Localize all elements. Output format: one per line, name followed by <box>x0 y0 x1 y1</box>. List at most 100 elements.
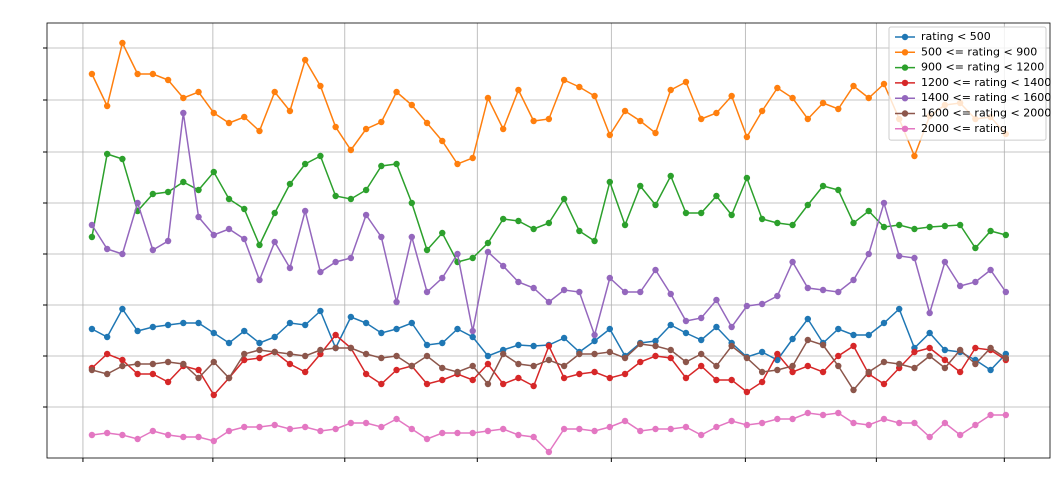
marker <box>987 344 994 352</box>
marker <box>256 241 263 249</box>
marker <box>164 358 172 366</box>
marker <box>195 366 202 374</box>
marker <box>88 221 96 229</box>
marker <box>408 101 415 109</box>
marker <box>545 342 553 350</box>
marker <box>469 327 476 335</box>
marker <box>637 358 644 366</box>
marker <box>393 160 400 168</box>
marker <box>819 341 827 349</box>
marker <box>347 254 355 262</box>
marker <box>119 250 126 258</box>
marker <box>454 325 461 333</box>
marker <box>469 376 476 384</box>
marker <box>210 168 217 176</box>
marker <box>926 329 933 337</box>
marker <box>591 331 598 339</box>
marker <box>256 346 263 354</box>
marker <box>850 82 857 90</box>
marker <box>225 119 233 127</box>
marker <box>378 354 385 362</box>
marker <box>362 350 370 358</box>
marker <box>286 319 294 327</box>
legend-label: 1400 <= rating < 1600 <box>921 91 1051 104</box>
marker <box>682 78 690 86</box>
legend-marker <box>901 79 909 87</box>
marker <box>332 123 339 131</box>
marker <box>301 321 309 329</box>
marker <box>195 186 202 194</box>
marker <box>515 360 522 368</box>
marker <box>271 209 278 217</box>
marker <box>530 342 537 350</box>
marker <box>591 237 598 245</box>
marker <box>195 88 202 96</box>
marker <box>301 368 309 376</box>
marker <box>378 162 385 170</box>
marker <box>758 368 766 376</box>
marker <box>515 86 522 94</box>
marker <box>423 435 431 443</box>
marker <box>317 268 324 276</box>
marker <box>835 409 842 417</box>
marker <box>804 409 812 417</box>
marker <box>241 235 248 243</box>
marker <box>926 352 933 360</box>
marker <box>682 374 690 382</box>
marker <box>911 364 918 372</box>
marker <box>241 205 248 213</box>
marker <box>332 344 339 352</box>
marker <box>301 352 309 360</box>
marker <box>499 262 507 270</box>
marker <box>865 368 872 376</box>
marker <box>317 307 324 315</box>
marker <box>743 388 751 396</box>
marker <box>560 425 568 433</box>
marker <box>896 221 903 229</box>
marker <box>865 331 872 339</box>
marker <box>911 225 918 233</box>
marker <box>926 433 933 441</box>
marker <box>652 201 659 209</box>
marker <box>804 201 812 209</box>
marker <box>119 362 126 370</box>
marker <box>210 231 217 239</box>
marker <box>423 288 431 296</box>
marker <box>789 221 796 229</box>
marker <box>515 217 522 225</box>
marker <box>301 207 309 215</box>
marker <box>393 352 400 360</box>
marker <box>606 274 614 282</box>
marker <box>515 374 522 382</box>
marker <box>880 199 888 207</box>
marker <box>484 360 492 368</box>
marker <box>865 421 872 429</box>
marker <box>576 350 583 358</box>
legend-label: 500 <= rating < 900 <box>921 45 1037 58</box>
marker <box>865 94 872 102</box>
marker <box>347 146 355 154</box>
marker <box>880 319 888 327</box>
marker <box>103 370 111 378</box>
marker <box>439 137 446 145</box>
marker <box>499 380 507 388</box>
marker <box>880 380 888 388</box>
marker <box>484 239 492 247</box>
marker <box>393 366 400 374</box>
marker <box>210 437 217 445</box>
marker <box>103 245 111 253</box>
marker <box>956 282 964 290</box>
marker <box>697 350 705 358</box>
marker <box>484 380 492 388</box>
marker <box>850 342 857 350</box>
marker <box>804 284 812 292</box>
marker <box>530 284 537 292</box>
marker <box>88 325 96 333</box>
marker <box>713 362 720 370</box>
marker <box>652 342 659 350</box>
marker <box>317 82 324 90</box>
marker <box>210 109 217 117</box>
marker <box>987 411 994 419</box>
marker <box>956 221 964 229</box>
marker <box>774 366 781 374</box>
